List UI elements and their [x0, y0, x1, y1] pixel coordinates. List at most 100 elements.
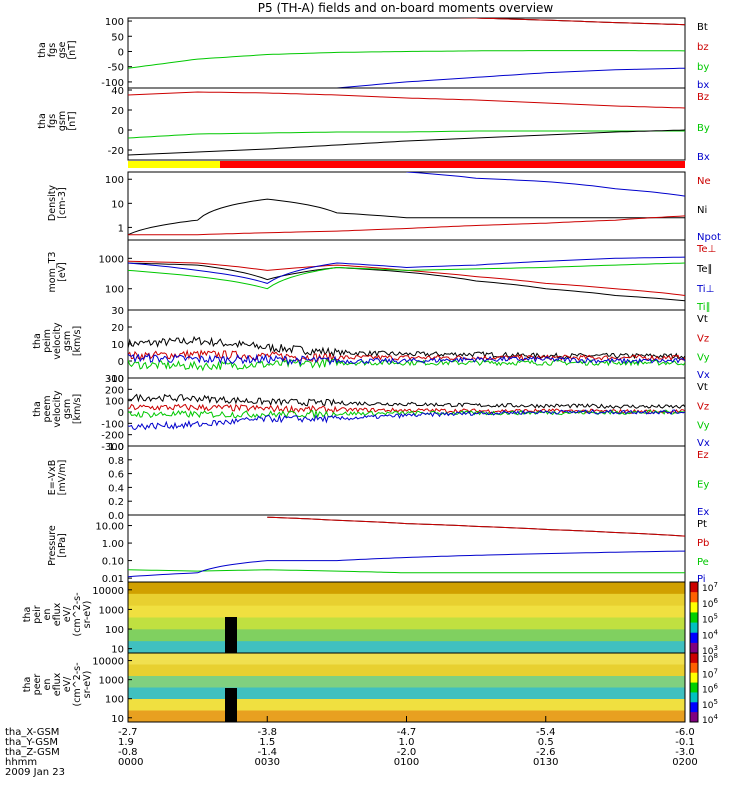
- tick-label: -10: [108, 374, 124, 385]
- colorbar-label: 105: [702, 613, 718, 626]
- axis-ylabel: (cm^2-s-: [72, 663, 83, 707]
- tick-label: 20: [111, 323, 124, 334]
- legend-velocity_peem-Vy: Vy: [697, 421, 710, 432]
- colorbar-segment: [690, 642, 698, 654]
- spectro-band: [128, 641, 685, 653]
- tick-label: 1: [118, 223, 124, 234]
- tick-label: -50: [108, 63, 124, 74]
- legend-pressure-Pe: Pe: [697, 557, 709, 568]
- series-line-velocity_peem-Vz: [128, 403, 685, 415]
- tick-label: 1000: [99, 254, 124, 265]
- axis-ylabel: mom_T3: [47, 252, 58, 293]
- axis-ylabel: eflux: [52, 602, 63, 626]
- legend-fgs_gse-bz: bz: [697, 42, 709, 53]
- spectro-band: [128, 617, 685, 631]
- tick-label: 200: [105, 385, 124, 396]
- tick-label: 10: [111, 340, 124, 351]
- series-line-velocity_peim-Vx: [128, 353, 685, 366]
- colorbar-exponent: 4: [713, 628, 718, 636]
- tick-label: 0.0: [108, 511, 124, 522]
- colorbar-exponent: 5: [713, 698, 717, 706]
- series-line-fgs_gse-bz: [452, 18, 685, 26]
- series-line-fgs_gse-Bt: [452, 18, 685, 26]
- panel-frame-temperature: [127, 239, 686, 311]
- tick-label: 0: [118, 357, 124, 368]
- colorbar-label: 104: [702, 628, 718, 641]
- ephemeris-label: tha_X-GSM: [5, 727, 59, 738]
- series-line-pressure-Pi: [128, 550, 685, 578]
- ephemeris-value: -1.4: [257, 747, 277, 758]
- colorbar-segment: [690, 672, 698, 684]
- tick-label: 1.0: [108, 442, 124, 453]
- axis-ylabel: en: [42, 609, 53, 621]
- axis-ylabel: peer: [32, 674, 43, 696]
- legend-density-Ni: Ni: [697, 205, 707, 216]
- series-line-velocity_peim-Vt: [128, 335, 685, 360]
- axis-ylabel: sr-eV): [82, 601, 93, 629]
- legend-fgs_gse-bx: bx: [697, 80, 709, 91]
- legend-velocity_peim-Vz: Vz: [697, 333, 709, 344]
- ephemeris-label: hhmm: [5, 757, 37, 768]
- tick-label: 30: [111, 306, 124, 317]
- colorbar-segment: [690, 712, 698, 723]
- ephemeris-value: -2.6: [536, 747, 556, 758]
- tick-label: -20: [108, 146, 124, 157]
- axis-ylabel: gsm: [57, 111, 68, 131]
- ephemeris-value: 0030: [255, 757, 280, 768]
- tick-label: 0.01: [102, 574, 124, 585]
- colorbar-segment: [690, 653, 698, 664]
- legend-velocity_peim-Vt: Vt: [697, 314, 708, 325]
- legend-velocity_peem-Vt: Vt: [697, 382, 708, 393]
- legend-efield-Ex: Ex: [697, 507, 709, 518]
- legend-velocity_peem-Vz: Vz: [697, 401, 709, 412]
- colorbar-exponent: 6: [713, 597, 718, 605]
- axis-ylabel: Pressure: [47, 525, 58, 566]
- colorbar-label: 106: [702, 597, 718, 610]
- ephemeris-value: 0000: [118, 757, 143, 768]
- colorbar-segment: [690, 602, 698, 613]
- panel-frame-fgs_gse: [127, 17, 686, 89]
- ephemeris-value: 0130: [533, 757, 558, 768]
- series-line-density-Npot: [406, 172, 685, 197]
- legend-temperature-Te⊥: Te⊥: [696, 244, 716, 255]
- legend-fgs_gse-by: by: [697, 62, 709, 73]
- axis-ylabel: sr-eV): [82, 671, 93, 699]
- axis-ylabel: tha: [37, 42, 48, 58]
- colorbar-exponent: 7: [713, 581, 717, 589]
- spectro-band: [128, 653, 685, 666]
- tick-label: 0.6: [108, 470, 124, 481]
- axis-ylabel: tha: [32, 401, 43, 417]
- tick-label: 0.4: [108, 483, 124, 494]
- colorbar-segment: [690, 632, 698, 644]
- axis-ylabel: [eV]: [57, 262, 68, 282]
- tick-label: 20: [111, 106, 124, 117]
- panel-frame-velocity_peim: [127, 309, 686, 379]
- ephemeris-label: tha_Y-GSM: [5, 737, 58, 748]
- spectrogram-peer_spec: [128, 653, 685, 722]
- ephemeris-value: -5.4: [536, 727, 556, 738]
- axis-ylabel: [mV/m]: [57, 460, 68, 496]
- spectro-band: [128, 582, 685, 595]
- ephemeris-value: -2.0: [397, 747, 417, 758]
- ephemeris-value: -0.1: [675, 737, 695, 748]
- series-line-velocity_peem-Vy: [128, 409, 685, 419]
- series-group-density: [128, 172, 685, 236]
- tick-label: 0.10: [102, 557, 124, 568]
- series-group-velocity_peem: [128, 393, 685, 431]
- axis-ylabel: (cm^2-s-: [72, 593, 83, 637]
- axis-ylabel: gsm: [62, 399, 73, 419]
- series-group-pressure: [128, 516, 685, 578]
- axis-ylabel: fgs: [47, 43, 58, 57]
- colorbar-exponent: 3: [713, 644, 717, 652]
- tick-label: 0.8: [108, 456, 124, 467]
- axis-ylabel: [nT]: [67, 111, 78, 130]
- tick-label: 100: [105, 695, 124, 706]
- tick-label: -300: [101, 442, 124, 453]
- axis-ylabel: velocity: [52, 322, 63, 360]
- legend-efield-Ez: Ez: [697, 450, 709, 461]
- colorbar-segment: [690, 612, 698, 624]
- legend-fgs_gse-Bt: Bt: [697, 22, 708, 33]
- axis-ylabel: peem: [42, 396, 53, 423]
- ephemeris-value: 0.5: [538, 737, 554, 748]
- legend-temperature-Ti∥: Ti∥: [696, 302, 711, 313]
